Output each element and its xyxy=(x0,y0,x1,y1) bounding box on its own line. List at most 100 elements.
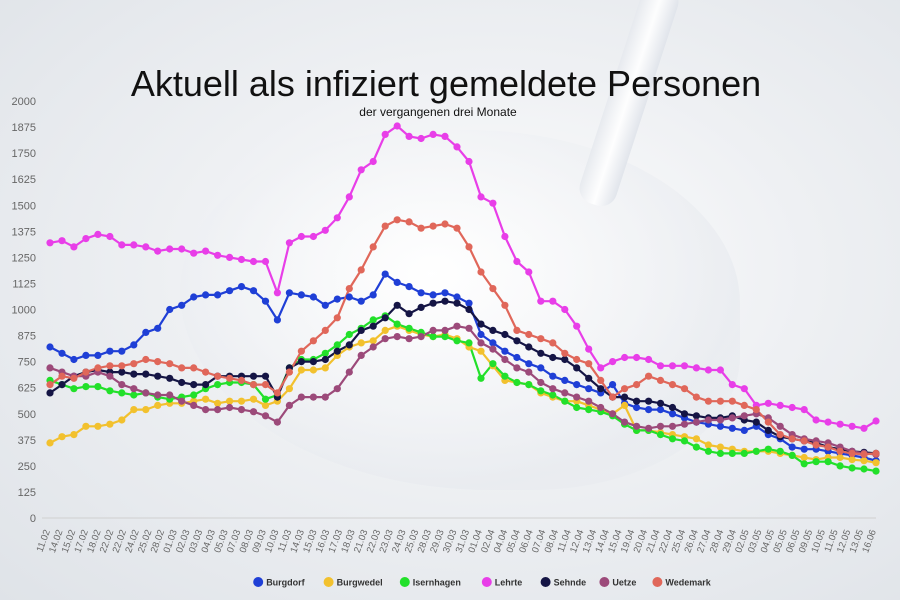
data-point-lehrte xyxy=(633,353,641,362)
series-lines xyxy=(49,124,877,473)
data-point-wedemark xyxy=(573,355,581,364)
data-point-sehnde xyxy=(692,412,701,420)
data-point-burgwedel xyxy=(70,431,78,439)
series-line-isernhagen xyxy=(49,314,877,473)
data-point-sehnde xyxy=(309,358,317,366)
data-point-lehrte xyxy=(357,166,365,174)
data-point-uetze xyxy=(704,416,713,424)
data-point-burgwedel xyxy=(202,395,210,403)
data-point-burgdorf xyxy=(190,293,198,301)
data-point-burgdorf xyxy=(728,424,736,432)
y-tick-label: 375 xyxy=(18,435,36,447)
data-point-wedemark xyxy=(237,376,246,384)
data-point-burgwedel xyxy=(130,406,138,414)
data-point-burgwedel xyxy=(285,385,293,393)
data-point-lehrte xyxy=(549,297,557,305)
data-point-lehrte xyxy=(393,122,401,130)
data-point-uetze xyxy=(393,333,401,341)
series-line-wedemark xyxy=(49,218,877,456)
data-point-burgwedel xyxy=(872,459,880,467)
data-point-uetze xyxy=(537,378,545,387)
y-tick-label: 1500 xyxy=(12,200,36,212)
series-line-sehnde xyxy=(49,300,877,455)
data-point-burgdorf xyxy=(202,291,210,299)
data-point-lehrte xyxy=(537,297,545,305)
data-point-isernhagen xyxy=(441,333,449,341)
data-point-sehnde xyxy=(190,381,198,389)
data-point-wedemark xyxy=(621,385,629,393)
data-point-lehrte xyxy=(130,241,138,249)
y-tick-label: 1000 xyxy=(12,305,36,317)
data-point-wedemark xyxy=(561,349,569,357)
data-point-uetze xyxy=(561,389,569,397)
data-point-isernhagen xyxy=(872,467,880,475)
y-tick-label: 625 xyxy=(18,383,36,395)
data-point-burgdorf xyxy=(537,364,545,372)
data-point-lehrte xyxy=(860,424,868,432)
data-point-uetze xyxy=(573,393,581,401)
data-point-uetze xyxy=(46,364,54,372)
data-point-burgwedel xyxy=(860,457,868,465)
data-point-lehrte xyxy=(285,239,293,247)
data-point-lehrte xyxy=(453,143,461,151)
x-axis: 11.0214.0215.0217.0218.0222.0222.0224.02… xyxy=(35,528,879,554)
data-point-sehnde xyxy=(537,349,545,357)
data-point-wedemark xyxy=(465,243,473,251)
data-point-isernhagen xyxy=(405,324,413,332)
chart-title: Aktuell als infiziert gemeldete Personen xyxy=(131,63,761,104)
data-point-uetze xyxy=(273,418,281,426)
data-point-uetze xyxy=(441,326,449,334)
data-point-burgwedel xyxy=(46,439,54,447)
data-point-sehnde xyxy=(633,397,641,405)
data-point-wedemark xyxy=(633,381,641,389)
data-point-wedemark xyxy=(716,397,725,405)
data-point-uetze xyxy=(190,401,198,409)
data-point-wedemark xyxy=(46,381,54,389)
data-point-uetze xyxy=(202,406,210,414)
data-point-burgwedel xyxy=(381,326,389,334)
data-point-burgwedel xyxy=(321,364,329,372)
data-point-wedemark xyxy=(477,268,485,276)
data-point-uetze xyxy=(501,355,509,364)
data-point-lehrte xyxy=(561,305,569,314)
data-point-sehnde xyxy=(393,301,401,309)
series-line-burgwedel xyxy=(49,325,877,464)
data-point-lehrte xyxy=(609,358,617,366)
data-point-burgdorf xyxy=(369,291,377,299)
data-point-uetze xyxy=(369,343,377,351)
data-point-uetze xyxy=(333,385,341,393)
data-point-sehnde xyxy=(489,326,497,334)
data-point-isernhagen xyxy=(118,389,126,397)
data-point-burgdorf xyxy=(261,297,270,305)
data-point-sehnde xyxy=(321,355,329,364)
data-point-isernhagen xyxy=(261,395,270,403)
data-point-sehnde xyxy=(513,337,521,345)
y-tick-label: 250 xyxy=(18,461,36,473)
data-point-burgdorf xyxy=(740,426,748,434)
data-point-wedemark xyxy=(441,220,449,228)
data-point-wedemark xyxy=(429,222,437,230)
data-point-uetze xyxy=(178,397,186,405)
data-point-isernhagen xyxy=(369,316,377,324)
data-point-wedemark xyxy=(345,285,353,293)
data-point-lehrte xyxy=(848,422,856,430)
data-point-burgdorf xyxy=(561,376,569,384)
data-point-burgdorf xyxy=(82,351,90,359)
data-point-wedemark xyxy=(764,418,772,426)
legend-marker-wedemark xyxy=(652,577,663,587)
data-point-isernhagen xyxy=(321,349,329,357)
data-point-burgdorf xyxy=(357,297,365,305)
data-point-lehrte xyxy=(704,366,713,374)
data-point-burgwedel xyxy=(154,401,162,409)
data-point-lehrte xyxy=(800,406,808,414)
data-point-isernhagen xyxy=(549,391,557,399)
data-point-sehnde xyxy=(118,368,126,376)
data-point-burgwedel xyxy=(94,422,102,430)
data-point-burgdorf xyxy=(309,293,317,301)
data-point-isernhagen xyxy=(740,449,748,457)
data-point-uetze xyxy=(477,339,485,347)
y-tick-label: 2000 xyxy=(12,96,36,108)
data-point-burgwedel xyxy=(477,347,485,355)
data-point-wedemark xyxy=(285,368,293,376)
